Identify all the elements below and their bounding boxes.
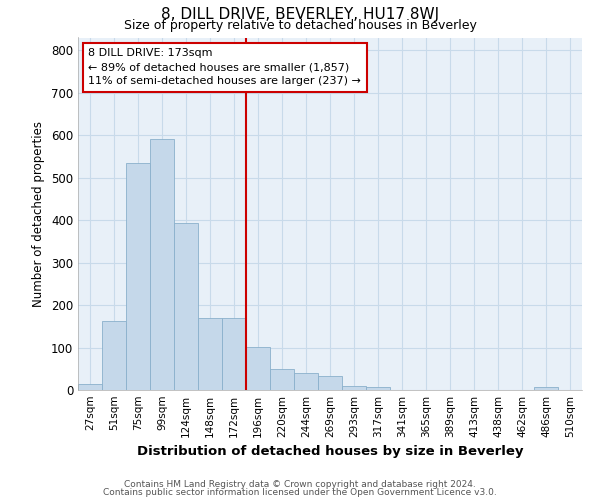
Text: Contains public sector information licensed under the Open Government Licence v3: Contains public sector information licen… <box>103 488 497 497</box>
Bar <box>294 373 318 390</box>
Bar <box>222 318 246 390</box>
X-axis label: Distribution of detached houses by size in Beverley: Distribution of detached houses by size … <box>137 446 523 458</box>
Bar <box>366 386 390 390</box>
Text: 8, DILL DRIVE, BEVERLEY, HU17 8WJ: 8, DILL DRIVE, BEVERLEY, HU17 8WJ <box>161 8 439 22</box>
Bar <box>78 384 102 390</box>
Bar <box>102 321 126 390</box>
Bar <box>246 347 270 390</box>
Bar <box>342 386 366 390</box>
Bar <box>534 386 558 390</box>
Y-axis label: Number of detached properties: Number of detached properties <box>32 120 46 306</box>
Text: 8 DILL DRIVE: 173sqm
← 89% of detached houses are smaller (1,857)
11% of semi-de: 8 DILL DRIVE: 173sqm ← 89% of detached h… <box>88 48 361 86</box>
Text: Contains HM Land Registry data © Crown copyright and database right 2024.: Contains HM Land Registry data © Crown c… <box>124 480 476 489</box>
Bar <box>318 376 342 390</box>
Text: Size of property relative to detached houses in Beverley: Size of property relative to detached ho… <box>124 19 476 32</box>
Bar <box>198 318 222 390</box>
Bar <box>174 223 198 390</box>
Bar <box>150 140 174 390</box>
Bar <box>270 369 294 390</box>
Bar <box>126 163 150 390</box>
